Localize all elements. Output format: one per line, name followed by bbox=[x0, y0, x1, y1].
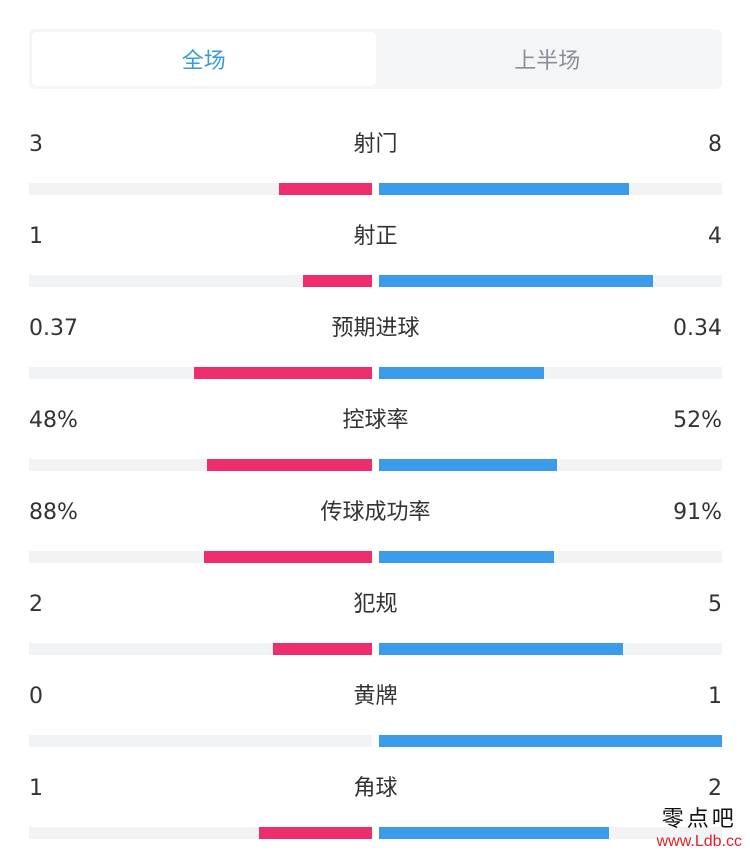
home-bar bbox=[203, 551, 372, 563]
home-value: 48% bbox=[29, 408, 78, 433]
stat-row-expected-goals: 0.37 预期进球 0.34 bbox=[29, 312, 722, 382]
home-value: 2 bbox=[29, 592, 43, 617]
away-value: 52% bbox=[673, 408, 722, 433]
away-bar bbox=[379, 551, 554, 563]
tab-first-half[interactable]: 上半场 bbox=[514, 49, 581, 74]
home-bar bbox=[258, 827, 372, 839]
watermark-name: 零点吧 bbox=[661, 807, 737, 832]
stat-row-pass-accuracy: 88% 传球成功率 91% bbox=[29, 496, 722, 566]
tab-full-match[interactable]: 全场 bbox=[32, 32, 376, 86]
home-value: 0.37 bbox=[29, 316, 78, 341]
away-bar bbox=[379, 827, 609, 839]
away-bar-track bbox=[379, 275, 722, 287]
stat-row-shots: 3 射门 8 bbox=[29, 128, 722, 198]
away-value: 0.34 bbox=[673, 316, 722, 341]
home-bar-track bbox=[29, 827, 372, 839]
home-bar-track bbox=[29, 459, 372, 471]
stat-row-shots-on-target: 1 射正 4 bbox=[29, 220, 722, 290]
away-value: 4 bbox=[708, 224, 722, 249]
watermark: 零点吧 www.Ldb.cc bbox=[657, 801, 742, 851]
away-bar-track bbox=[379, 551, 722, 563]
away-bar-track bbox=[379, 827, 722, 839]
home-bar bbox=[279, 183, 372, 195]
home-value: 1 bbox=[29, 224, 43, 249]
stat-label: 犯规 bbox=[353, 592, 398, 617]
home-value: 88% bbox=[29, 500, 78, 525]
home-bar-track bbox=[29, 551, 372, 563]
away-bar-track bbox=[379, 367, 722, 379]
home-bar bbox=[303, 275, 372, 287]
stat-row-corners: 1 角球 2 bbox=[29, 772, 722, 842]
period-tabs: 全场 上半场 bbox=[29, 29, 722, 89]
away-bar bbox=[379, 275, 654, 287]
home-bar bbox=[207, 459, 372, 471]
away-bar-track bbox=[379, 735, 722, 747]
home-bar-track bbox=[29, 735, 372, 747]
home-bar-track bbox=[29, 275, 372, 287]
stat-label: 预期进球 bbox=[331, 316, 420, 341]
home-bar-track bbox=[29, 367, 372, 379]
stat-label: 传球成功率 bbox=[320, 500, 431, 525]
away-bar bbox=[379, 183, 630, 195]
home-value: 0 bbox=[29, 684, 43, 709]
away-value: 2 bbox=[708, 776, 722, 801]
watermark-url: www.Ldb.cc bbox=[656, 833, 742, 850]
away-value: 91% bbox=[673, 500, 722, 525]
stat-row-yellow-cards: 0 黄牌 1 bbox=[29, 680, 722, 750]
away-bar-track bbox=[379, 643, 722, 655]
away-value: 8 bbox=[708, 132, 722, 157]
home-bar-track bbox=[29, 643, 372, 655]
stat-row-fouls: 2 犯规 5 bbox=[29, 588, 722, 658]
home-value: 1 bbox=[29, 776, 43, 801]
home-bar bbox=[272, 643, 372, 655]
away-value: 5 bbox=[708, 592, 722, 617]
away-bar-track bbox=[379, 183, 722, 195]
away-value: 1 bbox=[708, 684, 722, 709]
home-bar bbox=[193, 367, 372, 379]
away-bar bbox=[379, 735, 722, 747]
away-bar bbox=[379, 643, 623, 655]
away-bar bbox=[379, 367, 544, 379]
stat-label: 黄牌 bbox=[353, 684, 398, 709]
stat-label: 控球率 bbox=[342, 408, 409, 433]
home-bar-track bbox=[29, 183, 372, 195]
stat-row-possession: 48% 控球率 52% bbox=[29, 404, 722, 474]
stat-label: 角球 bbox=[353, 776, 398, 801]
away-bar-track bbox=[379, 459, 722, 471]
away-bar bbox=[379, 459, 558, 471]
stat-label: 射正 bbox=[353, 224, 398, 249]
home-value: 3 bbox=[29, 132, 43, 157]
stat-label: 射门 bbox=[353, 132, 398, 157]
